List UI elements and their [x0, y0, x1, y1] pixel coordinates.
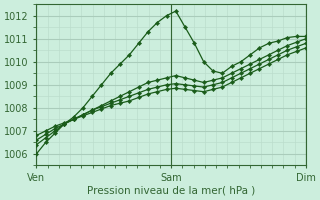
X-axis label: Pression niveau de la mer( hPa ): Pression niveau de la mer( hPa ) [87, 186, 255, 196]
